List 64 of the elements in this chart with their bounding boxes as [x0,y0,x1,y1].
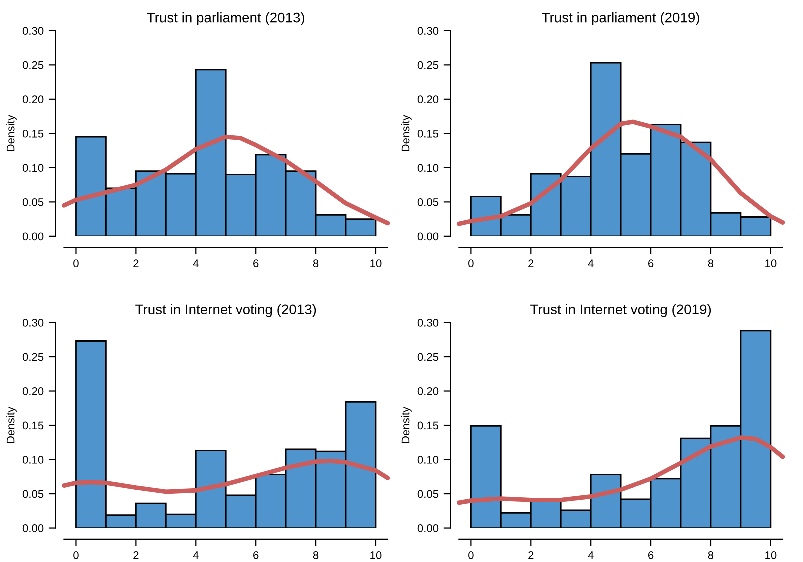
x-tick-label: 6 [648,551,654,560]
y-tick-label: 0.00 [22,524,44,532]
y-tick-label: 0.20 [418,96,439,104]
line-series [456,120,786,226]
x-tick-label: 2 [134,551,139,560]
y-tick-label: 0.25 [22,61,44,70]
x-tick-label: 8 [313,260,319,268]
chart-title: Trust in Internet voting (2019) [530,304,712,318]
chart-title: Trust in parliament (2019) [542,12,700,26]
x-tick-label: 10 [370,551,382,560]
x-tick-label: 10 [766,260,777,268]
x-tick-label: 6 [648,260,654,268]
x-tick-label: 10 [766,551,777,560]
y-tick-label: 0.00 [22,232,44,241]
y-tick-label: 0.05 [418,198,439,206]
y-tick-label: 0.15 [22,130,44,138]
x-tick-label: 0 [468,260,474,268]
y-tick-label: 0.30 [418,319,439,327]
x-tick-label: 2 [134,260,139,268]
y-tick-label: 0.25 [418,353,439,362]
y-axis-title: Density [402,407,412,444]
y-tick-label: 0.30 [22,319,44,327]
y-axis-title: Density [6,115,17,152]
x-tick-label: 0 [74,260,79,268]
y-tick-label: 0.30 [22,27,44,36]
y-tick-label: 0.15 [22,422,44,430]
x-tick-label: 4 [588,552,594,560]
x-tick-label: 4 [193,260,199,268]
y-tick-label: 0.10 [418,456,439,464]
x-tick-label: 6 [254,551,259,560]
y-tick-label: 0.20 [22,388,44,396]
x-tick-label: 4 [193,552,199,560]
x-tick-label: 0 [74,551,79,560]
y-tick-label: 0.25 [418,61,439,70]
y-tick-label: 0.15 [418,422,439,430]
line-series [62,458,390,494]
y-tick-label: 0.30 [418,27,439,36]
x-tick-label: 8 [313,551,319,560]
y-tick-label: 0.05 [22,490,44,498]
y-tick-label: 0.10 [22,456,44,464]
x-tick-label: 4 [588,260,594,268]
y-tick-label: 0.00 [418,524,439,532]
y-tick-label: 0.10 [418,164,439,172]
y-tick-label: 0.05 [22,198,44,206]
chart-title: Trust in Internet voting (2013) [136,304,316,318]
x-tick-label: 2 [528,260,534,268]
y-tick-label: 0.00 [418,232,439,241]
chart-title: Trust in parliament (2013) [147,12,304,26]
y-tick-label: 0.10 [22,164,44,172]
x-tick-label: 0 [468,551,474,560]
x-tick-label: 8 [708,551,714,560]
y-axis-title: Density [402,115,412,152]
y-tick-label: 0.20 [22,96,44,104]
x-tick-label: 6 [254,260,259,268]
line-series [62,134,390,226]
y-tick-label: 0.05 [418,490,439,498]
x-tick-label: 2 [528,551,534,560]
x-tick-label: 10 [370,260,382,268]
y-tick-label: 0.15 [418,130,439,138]
y-tick-label: 0.20 [418,388,439,396]
y-tick-label: 0.25 [22,353,44,362]
line-series [456,436,786,506]
y-axis-title: Density [6,407,17,444]
x-tick-label: 8 [708,260,714,268]
